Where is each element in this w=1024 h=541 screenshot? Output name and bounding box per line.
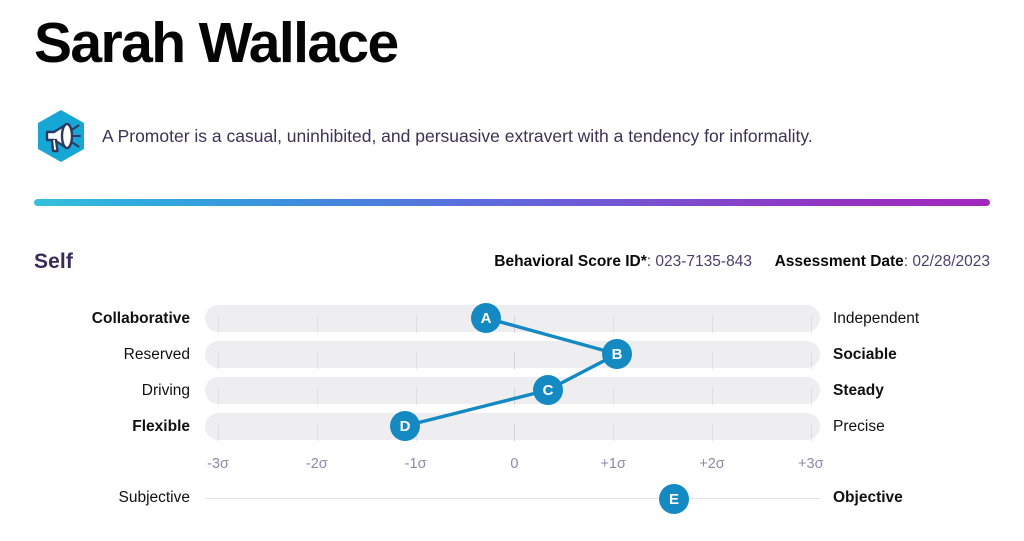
factor-row: Reserved Sociable: [0, 341, 1024, 369]
axis-label: +2σ: [699, 456, 725, 472]
axis-tick: [810, 424, 812, 441]
axis-tick: [415, 316, 417, 333]
factor-track: [205, 341, 820, 369]
factor-left-label: Flexible: [132, 418, 190, 435]
gradient-divider: [34, 199, 990, 206]
axis-label: 0: [510, 456, 519, 472]
objectivity-left-label: Subjective: [118, 489, 190, 506]
axis-tick: [712, 352, 713, 369]
factor-right-label: Independent: [833, 310, 920, 327]
tagline-row: A Promoter is a casual, uninhibited, and…: [34, 108, 813, 164]
factor-left-label: Reserved: [123, 346, 190, 363]
marker-d[interactable]: D: [390, 411, 420, 441]
axis-tick: [514, 316, 516, 333]
axis-tick: [613, 316, 615, 333]
axis-tick: [514, 352, 516, 369]
axis-label: +1σ: [600, 456, 626, 472]
behavioral-pattern-chart: Collaborative Independent Reserved Sociable…: [0, 296, 1024, 541]
factor-right-label: Precise: [833, 418, 885, 435]
axis-tick: [218, 388, 219, 405]
assessment-meta: Behavioral Score ID*: 023-7135-843 Asses…: [494, 253, 990, 271]
axis-tick: [316, 388, 318, 405]
axis-tick: [415, 388, 417, 405]
factor-right-label: Sociable: [833, 346, 897, 363]
page-title: Sarah Wallace: [34, 11, 399, 75]
factor-row: Collaborative Independent: [0, 305, 1024, 333]
axis-tick: [316, 316, 318, 333]
objectivity-right-label: Objective: [833, 489, 903, 506]
axis-label: -1σ: [404, 456, 427, 472]
axis-tick: [514, 424, 516, 441]
assessment-date-label: Assessment Date: [774, 253, 904, 270]
assessment-date-value: 02/28/2023: [912, 253, 990, 270]
axis-tick: [316, 352, 318, 369]
axis-tick: [810, 316, 812, 333]
axis-tick: [218, 352, 219, 369]
factor-left-label: Driving: [141, 382, 190, 399]
megaphone-icon: [34, 108, 88, 164]
axis-tick: [810, 352, 812, 369]
axis-tick: [613, 424, 615, 441]
axis-tick: [712, 316, 713, 333]
axis-tick: [415, 352, 417, 369]
sigma-axis: -3σ -2σ -1σ 0 +1σ +2σ +3σ: [0, 456, 1024, 480]
factor-row: Flexible Precise: [0, 413, 1024, 441]
axis-label: -2σ: [305, 456, 328, 472]
score-id-label: Behavioral Score ID*: [494, 253, 647, 270]
axis-tick: [810, 388, 812, 405]
tagline-text: A Promoter is a casual, uninhibited, and…: [102, 126, 813, 146]
factor-right-label: Steady: [833, 382, 884, 399]
assessment-date-separator: :: [903, 253, 913, 270]
score-id-value: 023-7135-843: [655, 253, 752, 270]
score-id-separator: :: [646, 253, 656, 270]
axis-tick: [712, 424, 713, 441]
axis-tick: [613, 388, 615, 405]
marker-b[interactable]: B: [602, 339, 632, 369]
factor-track: [205, 377, 820, 405]
axis-tick: [514, 388, 516, 405]
objectivity-track: [205, 498, 820, 499]
section-title: Self: [34, 250, 73, 273]
axis-tick: [218, 424, 219, 441]
factor-row: Driving Steady: [0, 377, 1024, 405]
marker-e[interactable]: E: [659, 484, 689, 514]
marker-c[interactable]: C: [533, 375, 563, 405]
factor-track: [205, 305, 820, 333]
factor-track: [205, 413, 820, 441]
factor-left-label: Collaborative: [91, 310, 190, 327]
axis-label: +3σ: [798, 456, 824, 472]
objectivity-row: Subjective Objective E: [0, 484, 1024, 518]
axis-tick: [712, 388, 713, 405]
axis-label: -3σ: [207, 456, 229, 472]
axis-tick: [218, 316, 219, 333]
marker-a[interactable]: A: [471, 303, 501, 333]
axis-tick: [316, 424, 318, 441]
